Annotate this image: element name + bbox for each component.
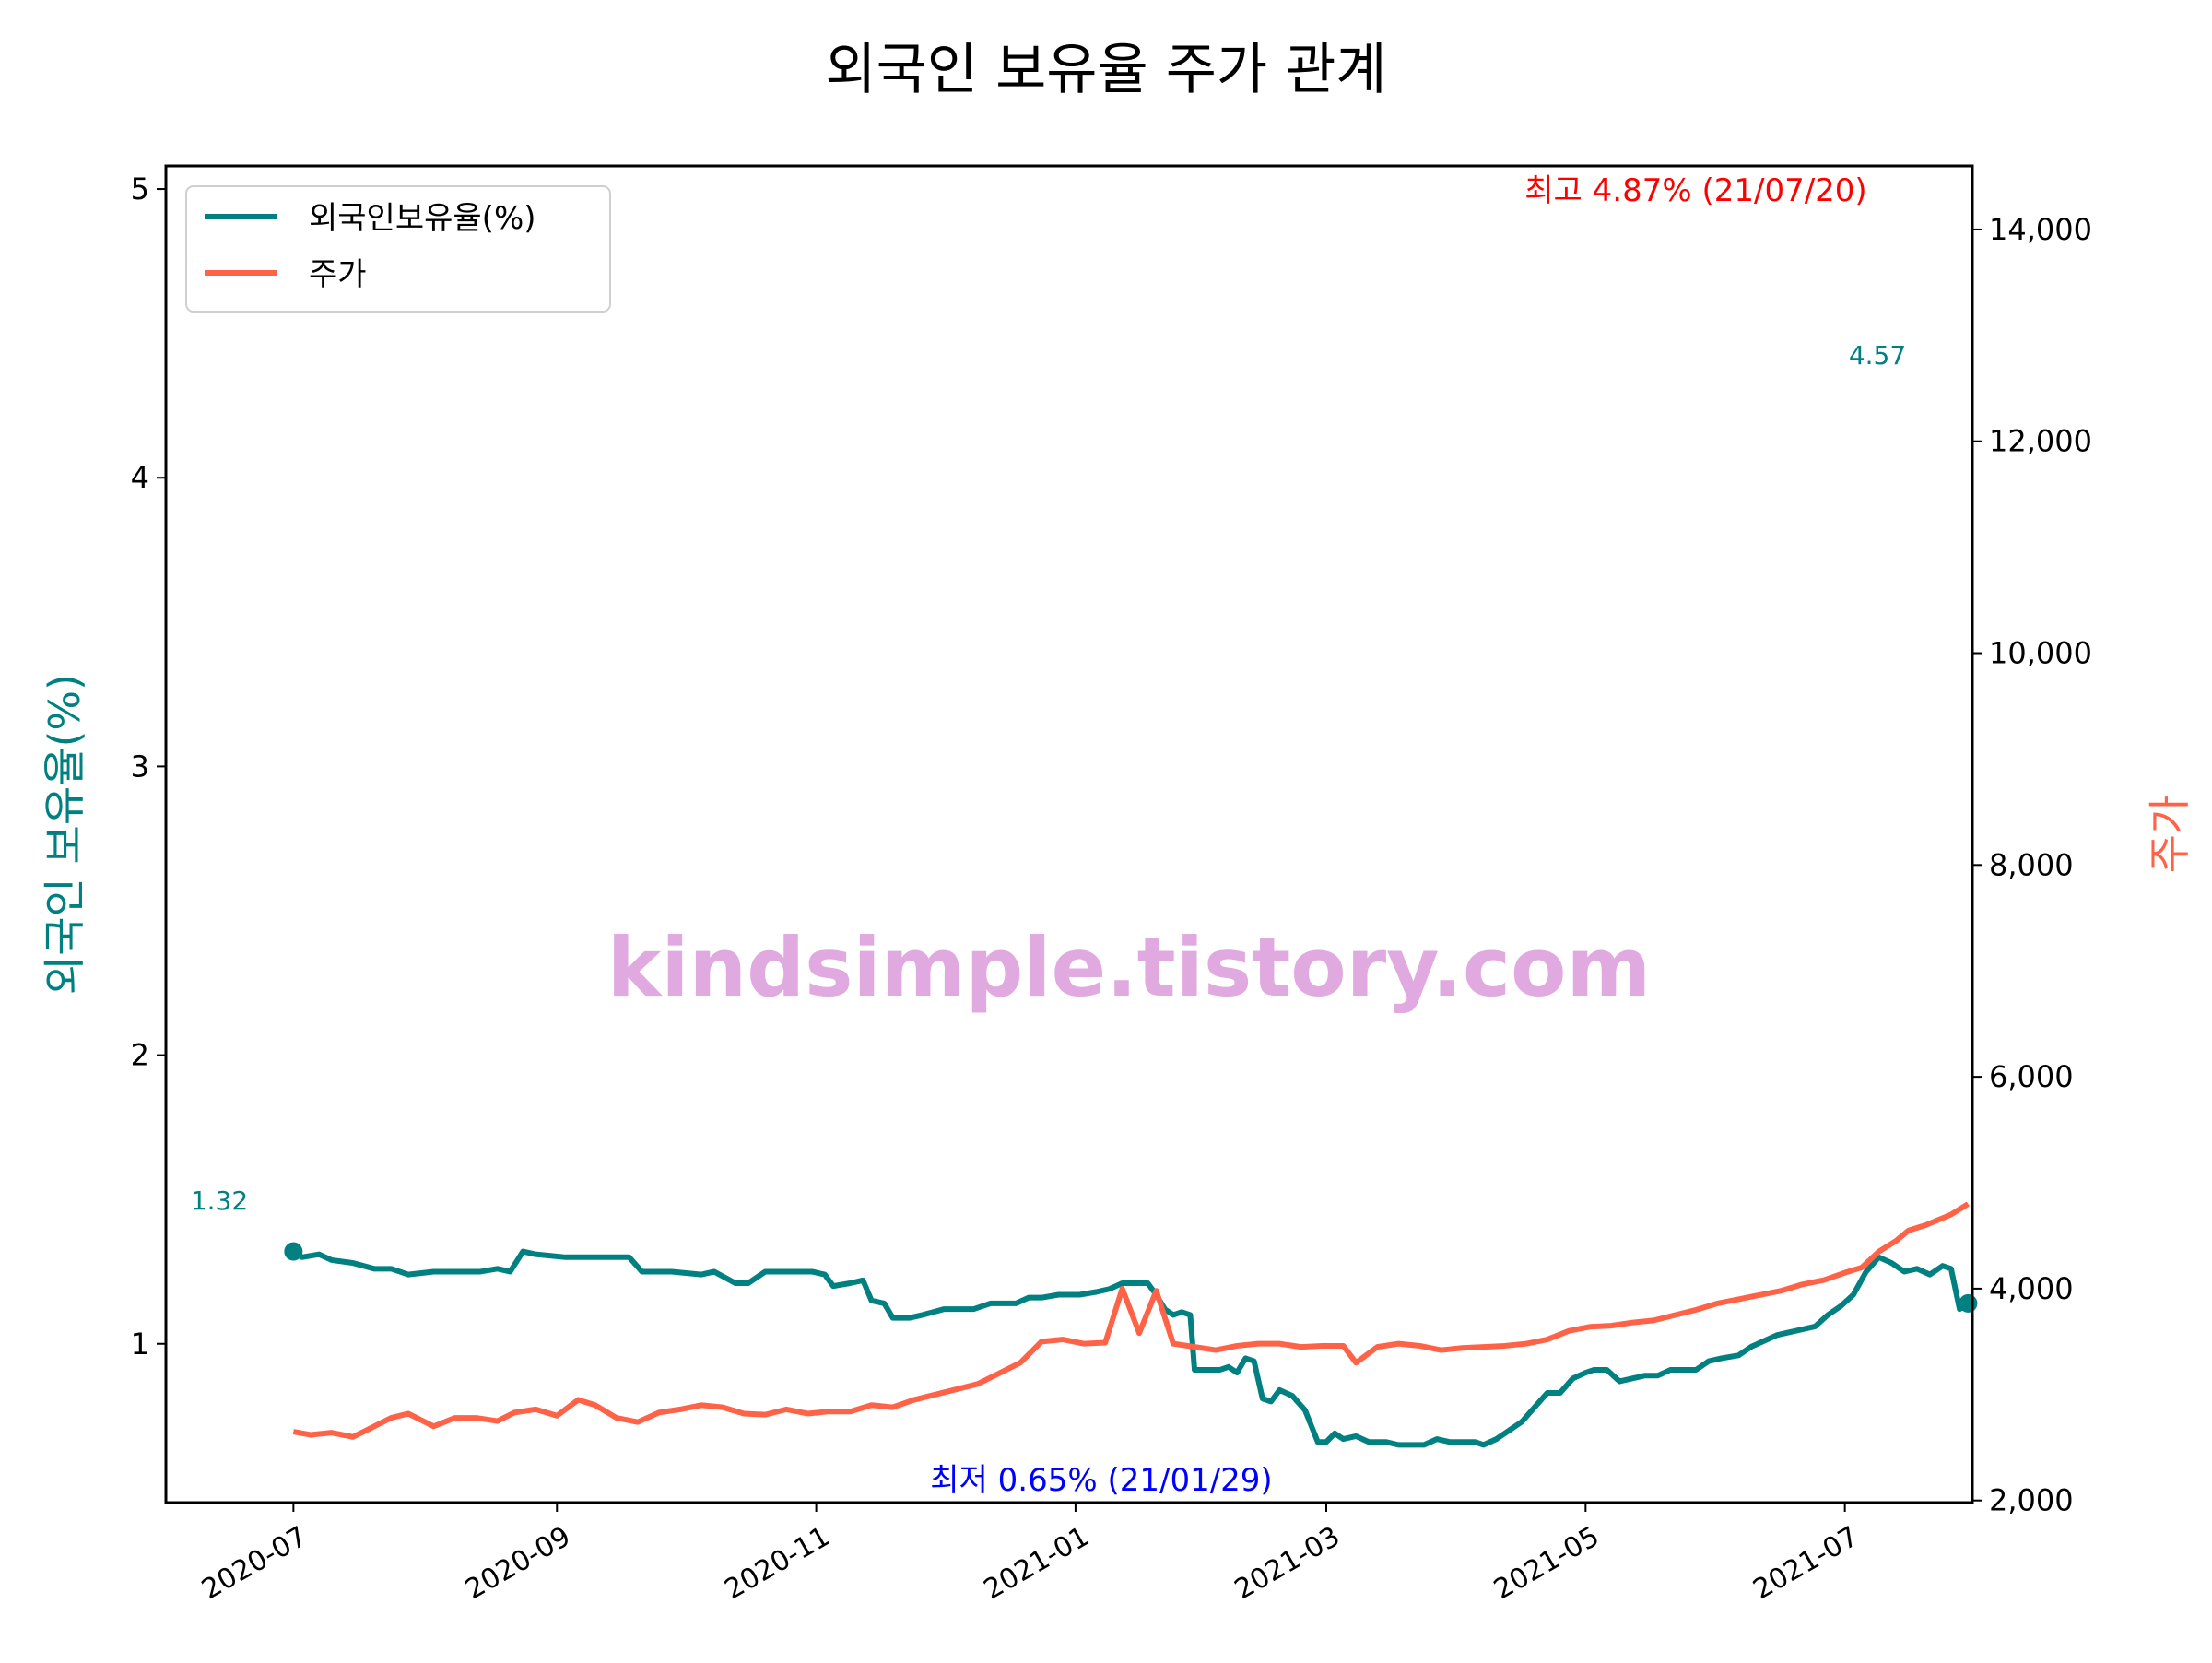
- start-value-label: 1.32: [191, 1185, 248, 1216]
- legend-box: 외국인보유율(%) 주가: [185, 185, 611, 313]
- start-point-marker: [284, 1242, 303, 1261]
- y-left-axis-label: 외국인 보유율(%): [40, 674, 89, 995]
- legend-label-price: 주가: [309, 256, 367, 293]
- y-right-tick-label: 4,000: [1989, 1271, 2074, 1306]
- x-tick-label: 2021-05: [1488, 1520, 1605, 1606]
- y-left-tick-label: 1: [131, 1327, 149, 1362]
- y-right-tick-label: 6,000: [1989, 1059, 2074, 1094]
- y-right-tick-label: 2,000: [1989, 1483, 2074, 1518]
- y-right-tick-label: 10,000: [1989, 636, 2092, 671]
- y-left-tick-label: 4: [131, 460, 149, 495]
- watermark-text: kindsimple.tistory.com: [607, 920, 1651, 1015]
- y-right-tick-label: 14,000: [1989, 212, 2092, 247]
- y-left-tick-label: 2: [131, 1038, 149, 1073]
- y-right-tick-label: 12,000: [1989, 424, 2092, 459]
- x-tick-label: 2021-07: [1747, 1520, 1864, 1606]
- chart-title: 외국인 보유율 주가 관계: [825, 38, 1386, 102]
- max-annotation: 최고 4.87% (21/07/20): [1524, 172, 1866, 209]
- plot-frame: [164, 164, 1974, 1504]
- series-foreign-ratio: [291, 1248, 1971, 1448]
- plot-layer: [284, 1201, 1978, 1448]
- x-tick-label: 2020-07: [196, 1520, 312, 1606]
- axes-layer: 2020-07 2020-09 2020-11 2021-01 2021-03 2021-…: [131, 171, 2092, 1606]
- end-point-marker: [1959, 1293, 1978, 1313]
- y-right-axis-label: 주가: [2145, 796, 2194, 874]
- legend-label-foreign: 외국인보유율(%): [309, 200, 536, 237]
- min-annotation: 최저 0.65% (21/01/29): [930, 1462, 1272, 1499]
- y-right-tick-label: 8,000: [1989, 847, 2074, 882]
- y-left-tick-label: 3: [131, 749, 149, 784]
- x-tick-label: 2020-11: [719, 1520, 835, 1606]
- x-tick-label: 2021-01: [979, 1520, 1095, 1606]
- x-tick-label: 2021-03: [1230, 1520, 1346, 1606]
- end-value-label: 4.57: [1849, 340, 1906, 371]
- series-price: [292, 1201, 1970, 1440]
- y-left-tick-label: 5: [131, 171, 149, 206]
- x-tick-label: 2020-09: [460, 1520, 576, 1606]
